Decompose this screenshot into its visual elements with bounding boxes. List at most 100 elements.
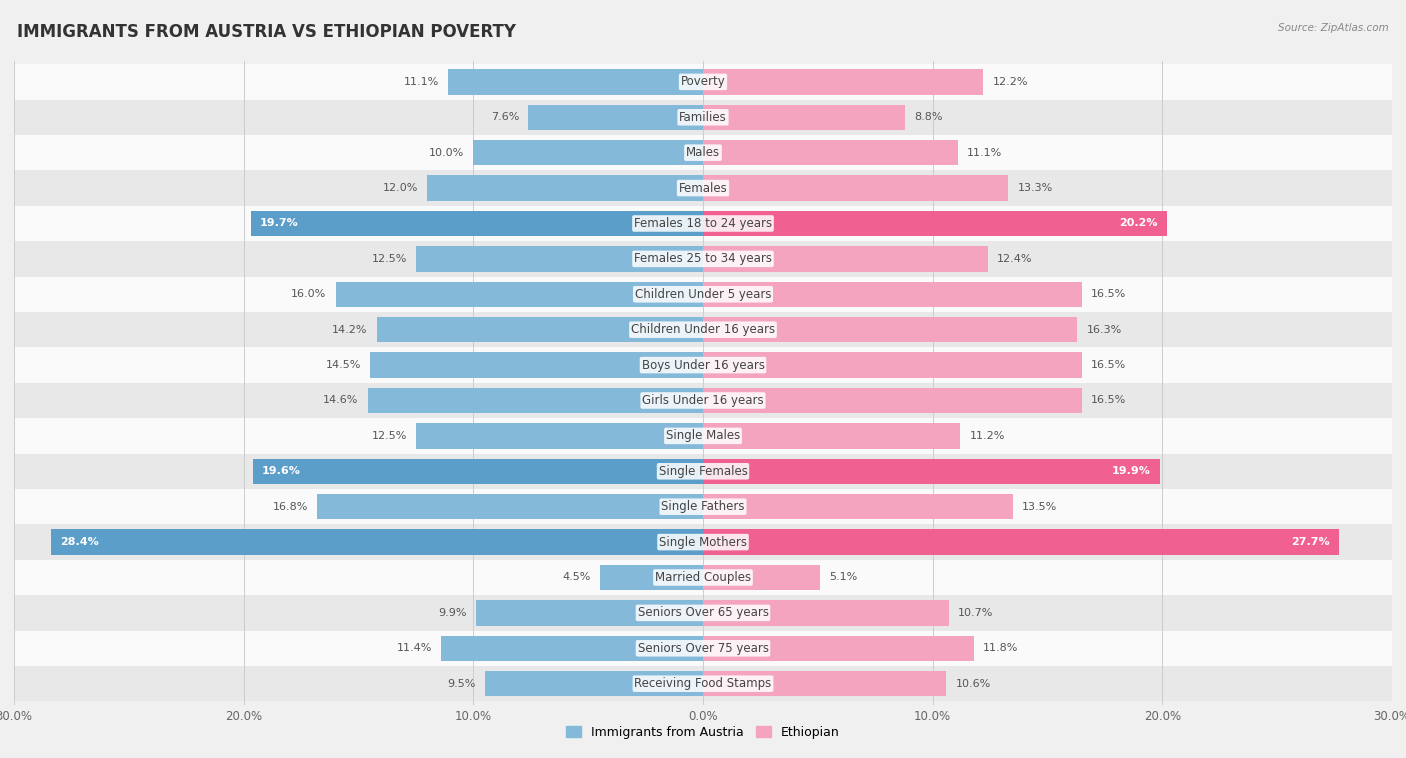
Text: 10.0%: 10.0% xyxy=(429,148,464,158)
Text: Single Fathers: Single Fathers xyxy=(661,500,745,513)
Bar xyxy=(14,666,1392,701)
Text: Single Males: Single Males xyxy=(666,429,740,443)
Bar xyxy=(599,565,703,590)
Text: Females: Females xyxy=(679,182,727,195)
Text: 13.3%: 13.3% xyxy=(1018,183,1053,193)
Text: Girls Under 16 years: Girls Under 16 years xyxy=(643,394,763,407)
Bar xyxy=(14,277,1392,312)
Bar xyxy=(370,352,703,377)
Bar xyxy=(14,631,1392,666)
Bar xyxy=(368,388,703,413)
Text: 11.2%: 11.2% xyxy=(969,431,1005,441)
Text: 20.2%: 20.2% xyxy=(1119,218,1157,228)
Text: Females 18 to 24 years: Females 18 to 24 years xyxy=(634,217,772,230)
Text: Children Under 5 years: Children Under 5 years xyxy=(634,288,772,301)
Bar xyxy=(703,600,949,625)
Bar xyxy=(703,69,983,95)
Bar xyxy=(703,565,820,590)
Text: Children Under 16 years: Children Under 16 years xyxy=(631,323,775,337)
Text: 28.4%: 28.4% xyxy=(60,537,98,547)
Text: 14.2%: 14.2% xyxy=(332,324,368,335)
Bar xyxy=(416,423,703,449)
Bar xyxy=(703,317,1077,343)
Text: Seniors Over 75 years: Seniors Over 75 years xyxy=(637,642,769,655)
Text: 12.5%: 12.5% xyxy=(371,254,406,264)
Text: Females 25 to 34 years: Females 25 to 34 years xyxy=(634,252,772,265)
Bar xyxy=(703,211,1167,236)
Bar xyxy=(703,388,1083,413)
Text: 11.4%: 11.4% xyxy=(396,644,432,653)
Text: 11.1%: 11.1% xyxy=(967,148,1002,158)
Bar xyxy=(377,317,703,343)
Text: Seniors Over 65 years: Seniors Over 65 years xyxy=(637,606,769,619)
Bar xyxy=(441,635,703,661)
Text: 16.5%: 16.5% xyxy=(1091,360,1126,370)
Bar xyxy=(703,459,1160,484)
Bar xyxy=(250,211,703,236)
Bar xyxy=(318,494,703,519)
Text: 13.5%: 13.5% xyxy=(1022,502,1057,512)
Text: 10.6%: 10.6% xyxy=(956,678,991,689)
Bar xyxy=(703,352,1083,377)
Bar xyxy=(485,671,703,697)
Bar xyxy=(703,494,1012,519)
Text: Receiving Food Stamps: Receiving Food Stamps xyxy=(634,677,772,691)
Bar xyxy=(703,423,960,449)
Bar xyxy=(14,205,1392,241)
Text: 12.5%: 12.5% xyxy=(371,431,406,441)
Bar xyxy=(14,383,1392,418)
Bar xyxy=(703,175,1008,201)
Text: 27.7%: 27.7% xyxy=(1291,537,1330,547)
Bar xyxy=(14,312,1392,347)
Text: 16.3%: 16.3% xyxy=(1087,324,1122,335)
Bar xyxy=(427,175,703,201)
Text: 19.9%: 19.9% xyxy=(1112,466,1152,476)
Bar xyxy=(14,171,1392,205)
Text: Married Couples: Married Couples xyxy=(655,571,751,584)
Bar xyxy=(14,99,1392,135)
Bar xyxy=(51,529,703,555)
Text: 19.7%: 19.7% xyxy=(260,218,298,228)
Bar xyxy=(14,135,1392,171)
Text: 4.5%: 4.5% xyxy=(562,572,591,582)
Bar xyxy=(703,529,1339,555)
Text: 12.0%: 12.0% xyxy=(382,183,418,193)
Bar xyxy=(703,105,905,130)
Text: 5.1%: 5.1% xyxy=(830,572,858,582)
Bar xyxy=(14,453,1392,489)
Bar xyxy=(14,560,1392,595)
Text: 14.6%: 14.6% xyxy=(323,396,359,406)
Bar xyxy=(336,281,703,307)
Text: 14.5%: 14.5% xyxy=(325,360,361,370)
Text: Males: Males xyxy=(686,146,720,159)
Bar xyxy=(14,64,1392,99)
Text: 11.8%: 11.8% xyxy=(983,644,1018,653)
Text: 16.8%: 16.8% xyxy=(273,502,308,512)
Text: 10.7%: 10.7% xyxy=(957,608,993,618)
Text: Families: Families xyxy=(679,111,727,124)
Text: 9.5%: 9.5% xyxy=(447,678,475,689)
Text: 16.5%: 16.5% xyxy=(1091,290,1126,299)
Bar xyxy=(703,281,1083,307)
Bar xyxy=(449,69,703,95)
Text: Single Mothers: Single Mothers xyxy=(659,536,747,549)
Text: 12.4%: 12.4% xyxy=(997,254,1032,264)
Bar xyxy=(14,347,1392,383)
Text: 12.2%: 12.2% xyxy=(993,77,1028,87)
Bar xyxy=(703,671,946,697)
Bar xyxy=(703,635,974,661)
Bar xyxy=(14,489,1392,525)
Text: Single Females: Single Females xyxy=(658,465,748,478)
Text: 7.6%: 7.6% xyxy=(491,112,519,122)
Text: Poverty: Poverty xyxy=(681,75,725,89)
Bar xyxy=(14,241,1392,277)
Bar xyxy=(14,525,1392,560)
Text: Boys Under 16 years: Boys Under 16 years xyxy=(641,359,765,371)
Bar xyxy=(474,140,703,165)
Text: 16.0%: 16.0% xyxy=(291,290,326,299)
Legend: Immigrants from Austria, Ethiopian: Immigrants from Austria, Ethiopian xyxy=(561,721,845,744)
Bar xyxy=(703,246,988,271)
Text: 8.8%: 8.8% xyxy=(914,112,943,122)
Bar xyxy=(416,246,703,271)
Text: 16.5%: 16.5% xyxy=(1091,396,1126,406)
